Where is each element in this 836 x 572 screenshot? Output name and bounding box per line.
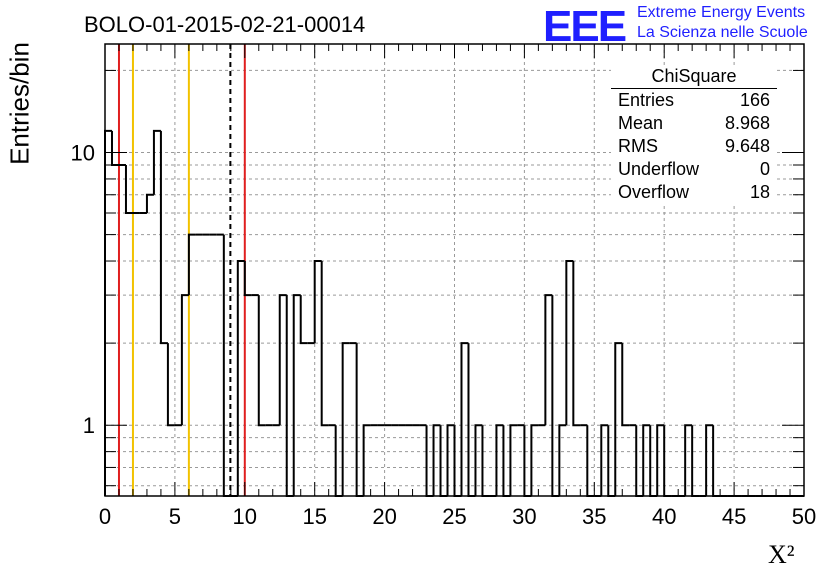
histogram-bin bbox=[187, 233, 196, 296]
histogram-bin bbox=[467, 343, 476, 497]
plot-title: BOLO-01-2015-02-21-00014 bbox=[84, 12, 366, 37]
stats-label: RMS bbox=[618, 136, 658, 156]
histogram-bin bbox=[600, 424, 609, 496]
stats-value: 8.968 bbox=[724, 113, 770, 133]
stats-row-mean: Mean 8.968 bbox=[611, 112, 777, 135]
x-tick-label: 15 bbox=[302, 504, 326, 529]
histogram-bin bbox=[236, 260, 245, 496]
x-tick-label: 25 bbox=[442, 504, 466, 529]
stats-label: Entries bbox=[618, 90, 675, 110]
histogram-bin bbox=[705, 424, 714, 496]
histogram-bin bbox=[278, 294, 287, 426]
stats-label: Overflow bbox=[618, 182, 690, 202]
y-axis-label: Entries/bin bbox=[4, 42, 35, 165]
tick-labels: 0 5 10 15 20 25 30 35 40 45 50 1 10 bbox=[71, 141, 817, 529]
histogram-bin bbox=[656, 424, 665, 496]
histogram-bin bbox=[180, 294, 189, 426]
x-tick-label: 10 bbox=[233, 504, 257, 529]
histogram-bin bbox=[684, 424, 693, 496]
histogram-bin bbox=[145, 193, 154, 214]
stats-value: 9.648 bbox=[724, 136, 770, 156]
histogram-bin bbox=[285, 295, 294, 497]
stats-value: 18 bbox=[749, 182, 770, 202]
histogram-bin bbox=[152, 129, 161, 195]
eee-logo: EEE bbox=[543, 2, 627, 51]
histogram-bin bbox=[642, 424, 651, 496]
histogram-bin bbox=[551, 295, 560, 497]
x-axis-label: X² bbox=[768, 540, 795, 569]
histogram-bin bbox=[572, 261, 581, 427]
histogram-bin bbox=[362, 424, 371, 496]
stats-label: Underflow bbox=[618, 159, 700, 179]
marker-lines bbox=[117, 44, 246, 496]
x-tick-label: 30 bbox=[512, 504, 536, 529]
histogram-bin bbox=[495, 424, 504, 496]
x-tick-label: 20 bbox=[372, 504, 396, 529]
logo-line-2: La Scienza nelle Scuole bbox=[637, 24, 808, 41]
histogram-bin bbox=[355, 343, 364, 497]
stats-row-underflow: Underflow 0 bbox=[611, 158, 777, 181]
histogram-bin bbox=[509, 424, 518, 496]
histogram-bin bbox=[621, 343, 630, 427]
histogram-bin bbox=[257, 295, 266, 427]
x-tick-label: 45 bbox=[722, 504, 746, 529]
x-tick-label: 35 bbox=[582, 504, 606, 529]
histogram-bin bbox=[432, 424, 441, 496]
logo-line-1: Extreme Energy Events bbox=[637, 4, 806, 21]
stats-label: Mean bbox=[618, 113, 664, 133]
y-tick-label: 10 bbox=[71, 141, 95, 166]
stats-row-rms: RMS 9.648 bbox=[611, 135, 777, 158]
histogram-bin bbox=[313, 260, 322, 344]
histogram-bin bbox=[544, 294, 553, 426]
histogram-bin bbox=[614, 342, 623, 496]
histogram-bin bbox=[530, 424, 539, 496]
histogram-bin bbox=[292, 294, 301, 496]
x-tick-label: 40 bbox=[652, 504, 676, 529]
stats-title: ChiSquare bbox=[611, 66, 777, 89]
x-tick-label: 50 bbox=[792, 504, 816, 529]
y-tick-label: 1 bbox=[83, 413, 95, 438]
axis-ticks bbox=[104, 44, 805, 496]
histogram-bin bbox=[565, 260, 574, 426]
x-tick-label: 5 bbox=[169, 504, 181, 529]
stats-value: 0 bbox=[759, 159, 770, 179]
stats-row-entries: Entries 166 bbox=[611, 89, 777, 112]
stats-value: 166 bbox=[739, 90, 770, 110]
histogram-bin bbox=[124, 164, 133, 215]
histogram-bin bbox=[166, 343, 175, 427]
histogram-bin bbox=[159, 130, 168, 345]
stats-row-overflow: Overflow 18 bbox=[611, 181, 777, 204]
stats-box: ChiSquare Entries 166 Mean 8.968 RMS 9.6… bbox=[611, 66, 777, 204]
histogram-bin bbox=[110, 130, 119, 166]
histogram-bin bbox=[243, 261, 252, 297]
x-tick-label: 0 bbox=[99, 504, 111, 529]
histogram-bin bbox=[460, 342, 469, 496]
histogram-bin bbox=[341, 342, 350, 496]
histogram-bin bbox=[446, 424, 455, 496]
histogram-bin bbox=[320, 261, 329, 427]
histogram-bin bbox=[299, 295, 308, 345]
histogram-bin bbox=[558, 424, 567, 496]
histogram-bin bbox=[104, 129, 112, 496]
histogram-bin bbox=[474, 424, 483, 496]
